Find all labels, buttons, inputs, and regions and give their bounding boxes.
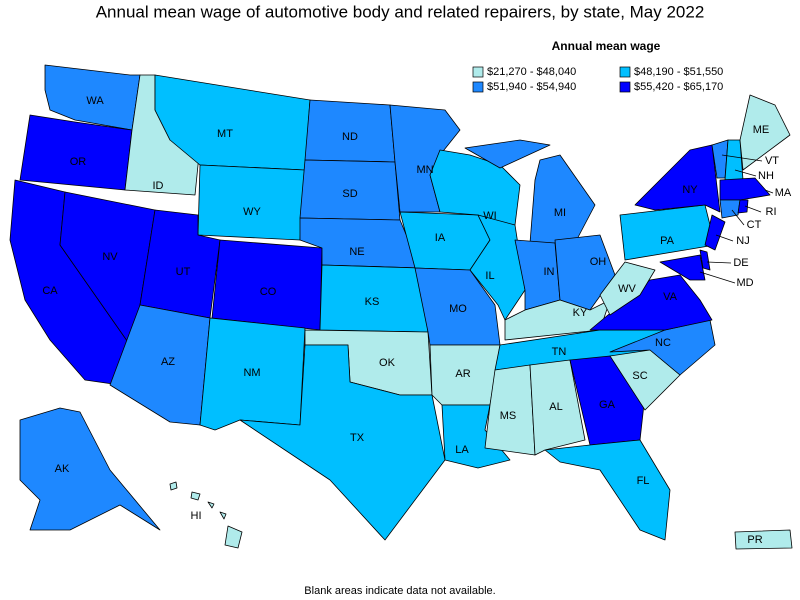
legend-label: $55,420 - $65,170	[634, 81, 723, 93]
state-shape	[734, 529, 793, 550]
state-shape	[634, 144, 721, 213]
legend-swatch	[619, 81, 631, 93]
states	[9, 64, 793, 550]
state-shape	[19, 407, 161, 531]
map-title: Annual mean wage of automotive body and …	[96, 2, 705, 21]
state-shape	[737, 199, 749, 214]
state-shape	[599, 261, 656, 316]
state-label: OK	[379, 357, 396, 369]
state-label: TN	[552, 346, 567, 358]
state-label: VT	[765, 155, 779, 167]
state-label: ID	[153, 180, 164, 192]
state-label: MI	[554, 207, 566, 219]
state-label: HI	[191, 510, 202, 522]
state-label: WV	[618, 283, 636, 295]
footnote: Blank areas indicate data not available.	[304, 585, 495, 597]
state-label: NM	[243, 367, 260, 379]
leader-line	[715, 234, 734, 242]
state-shape	[484, 364, 536, 456]
state-label: FL	[637, 475, 650, 487]
state-label: PR	[747, 534, 762, 546]
leader-line	[731, 209, 745, 226]
state-shape	[169, 481, 178, 491]
legend-swatch	[472, 81, 484, 93]
leader-line	[706, 261, 732, 264]
state-label: ME	[753, 124, 770, 136]
leader-line	[764, 189, 774, 194]
state-label: KY	[573, 307, 588, 319]
state-shape	[589, 274, 713, 331]
state-label: KS	[365, 296, 380, 308]
state-shape	[529, 359, 586, 456]
state-label: CA	[42, 285, 58, 297]
state-label: CT	[747, 219, 762, 231]
state-label: AR	[455, 368, 470, 380]
state-shape	[469, 214, 526, 321]
state-label: UT	[176, 266, 191, 278]
state-label: AK	[55, 463, 70, 475]
legend-swatch	[472, 66, 484, 78]
legend-swatch	[619, 66, 631, 78]
state-label: OH	[590, 256, 607, 268]
leader-line	[721, 154, 763, 162]
state-shape	[699, 249, 711, 271]
state-shape	[739, 94, 791, 171]
state-label: MS	[500, 410, 517, 422]
state-shape	[219, 511, 227, 520]
state-label: AZ	[161, 356, 175, 368]
state-label: SC	[632, 370, 647, 382]
state-label: IA	[435, 232, 446, 244]
state-label: NE	[349, 246, 364, 258]
leader-line	[744, 205, 762, 213]
state-shape	[464, 139, 551, 169]
state-label: VA	[663, 291, 678, 303]
state-label: MO	[449, 303, 467, 315]
state-shape	[704, 214, 726, 251]
state-label: MA	[775, 187, 792, 199]
state-label: NJ	[736, 235, 749, 247]
state-label: LA	[455, 444, 469, 456]
state-shape	[44, 64, 141, 131]
state-label: NV	[102, 251, 118, 263]
leader-line	[699, 271, 736, 284]
state-shape	[719, 177, 771, 201]
state-shape	[504, 299, 611, 341]
state-label: SD	[342, 188, 357, 200]
state-shape	[207, 501, 215, 509]
state-label: WA	[86, 95, 104, 107]
legend-label: $51,940 - $54,940	[487, 81, 576, 93]
state-label: RI	[766, 206, 777, 218]
state-label: AL	[549, 401, 562, 413]
state-label: GA	[599, 399, 616, 411]
state-label: IN	[544, 266, 555, 278]
state-label: NC	[655, 337, 671, 349]
state-label: PA	[660, 235, 675, 247]
legend-label: $21,270 - $48,040	[487, 66, 576, 78]
state-label: MT	[217, 128, 233, 140]
state-label: OR	[70, 156, 87, 168]
state-shape	[224, 525, 243, 549]
state-label: NH	[758, 170, 774, 182]
state-shape	[197, 164, 306, 241]
state-label: MN	[416, 164, 433, 176]
legend-label: $48,190 - $51,550	[634, 66, 723, 78]
legend-title: Annual mean wage	[552, 39, 661, 53]
state-shape	[190, 491, 201, 501]
state-label: IL	[485, 270, 494, 282]
state-shape	[239, 344, 446, 541]
state-shape	[659, 254, 706, 281]
state-label: TX	[350, 432, 365, 444]
leader-line	[734, 169, 757, 177]
state-label: MD	[736, 277, 753, 289]
state-shape	[544, 439, 671, 541]
state-label: NY	[682, 184, 698, 196]
state-label: CO	[260, 286, 277, 298]
state-shape	[529, 154, 596, 244]
state-label: WI	[483, 210, 496, 222]
state-label: DE	[733, 257, 748, 269]
state-label: ND	[342, 131, 358, 143]
state-label: WY	[243, 206, 261, 218]
state-shape	[719, 199, 741, 219]
